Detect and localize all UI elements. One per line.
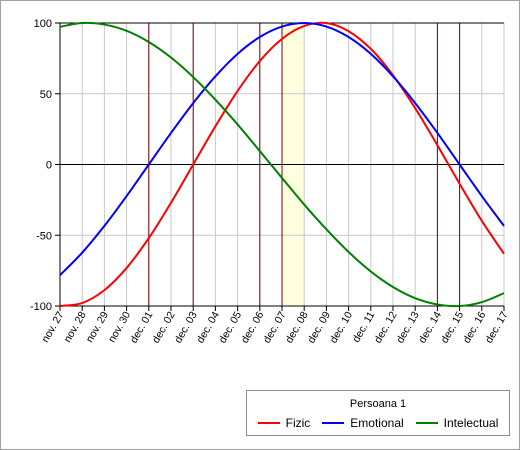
y-tick-label: -100 [30, 301, 52, 313]
y-tick-label: -50 [36, 230, 52, 242]
y-tick-label: 0 [46, 160, 52, 172]
legend-item-fizic: Fizic [257, 416, 311, 430]
legend: Persoana 1 Fizic Emotional Intelectual [246, 390, 510, 436]
legend-swatch-emotional [322, 422, 345, 424]
series-line-fizic [59, 21, 505, 307]
legend-label-intelectual: Intelectual [443, 416, 499, 430]
y-tick-label: 50 [40, 89, 52, 101]
y-tick-label: 100 [34, 18, 52, 30]
legend-item-emotional: Emotional [322, 416, 404, 430]
legend-item-intelectual: Intelectual [415, 416, 499, 430]
legend-title: Persoana 1 [349, 398, 407, 410]
legend-swatch-fizic [257, 422, 280, 424]
legend-swatch-intelectual [415, 422, 438, 424]
legend-label-fizic: Fizic [285, 416, 311, 430]
legend-label-emotional: Emotional [350, 416, 404, 430]
series-line-intelectual [59, 21, 505, 308]
series-line-emotional [59, 21, 505, 276]
legend-items: Fizic Emotional Intelectual [247, 416, 509, 430]
